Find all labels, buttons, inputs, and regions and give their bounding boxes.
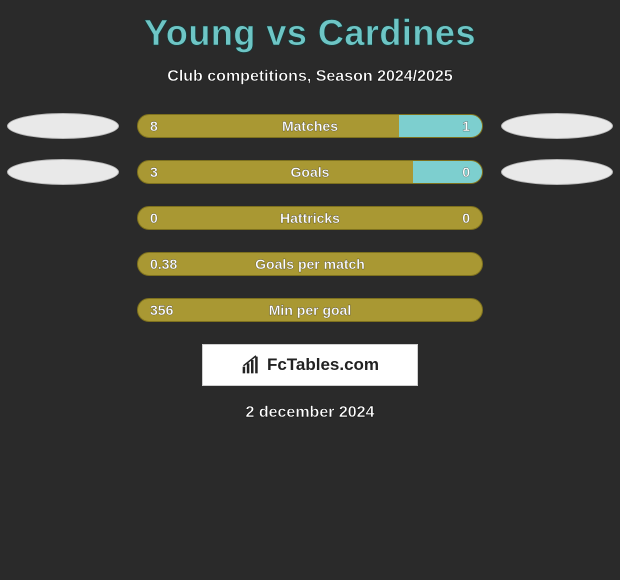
stat-bar: 8 Matches 1: [137, 114, 483, 138]
comparison-title: Young vs Cardines: [0, 0, 620, 54]
stat-left-value: 0.38: [150, 256, 177, 272]
stat-left-value: 8: [150, 118, 158, 134]
stat-right-value: 0: [462, 164, 470, 180]
vs-word: vs: [266, 12, 307, 53]
stat-label: Min per goal: [269, 302, 351, 318]
stat-row: 356 Min per goal: [0, 298, 620, 322]
stat-bar: 0 Hattricks 0: [137, 206, 483, 230]
player1-name: Young: [144, 12, 256, 53]
player2-badge: [501, 159, 613, 185]
stat-bar: 3 Goals 0: [137, 160, 483, 184]
stat-row: 8 Matches 1: [0, 114, 620, 138]
stat-label: Hattricks: [280, 210, 340, 226]
date-label: 2 december 2024: [0, 404, 620, 422]
logo-text: FcTables.com: [267, 355, 379, 375]
player2-name: Cardines: [318, 12, 476, 53]
player2-badge: [501, 113, 613, 139]
subtitle: Club competitions, Season 2024/2025: [0, 68, 620, 86]
stat-label: Matches: [282, 118, 338, 134]
stat-right-value: 0: [462, 210, 470, 226]
stat-label: Goals: [291, 164, 330, 180]
stat-label: Goals per match: [255, 256, 365, 272]
stat-rows-container: 8 Matches 1 3 Goals 0 0 Hattricks 0 0.38 Goals per…: [0, 114, 620, 322]
stat-left-value: 3: [150, 164, 158, 180]
stat-left-value: 356: [150, 302, 173, 318]
bar-fill-right: [413, 161, 482, 183]
stat-left-value: 0: [150, 210, 158, 226]
stat-bar: 0.38 Goals per match: [137, 252, 483, 276]
stat-bar: 356 Min per goal: [137, 298, 483, 322]
stat-row: 0.38 Goals per match: [0, 252, 620, 276]
fctables-logo: FcTables.com: [202, 344, 418, 386]
stat-row: 0 Hattricks 0: [0, 206, 620, 230]
stat-right-value: 1: [462, 118, 470, 134]
player1-badge: [7, 113, 119, 139]
player1-badge: [7, 159, 119, 185]
chart-icon: [241, 355, 261, 375]
stat-row: 3 Goals 0: [0, 160, 620, 184]
